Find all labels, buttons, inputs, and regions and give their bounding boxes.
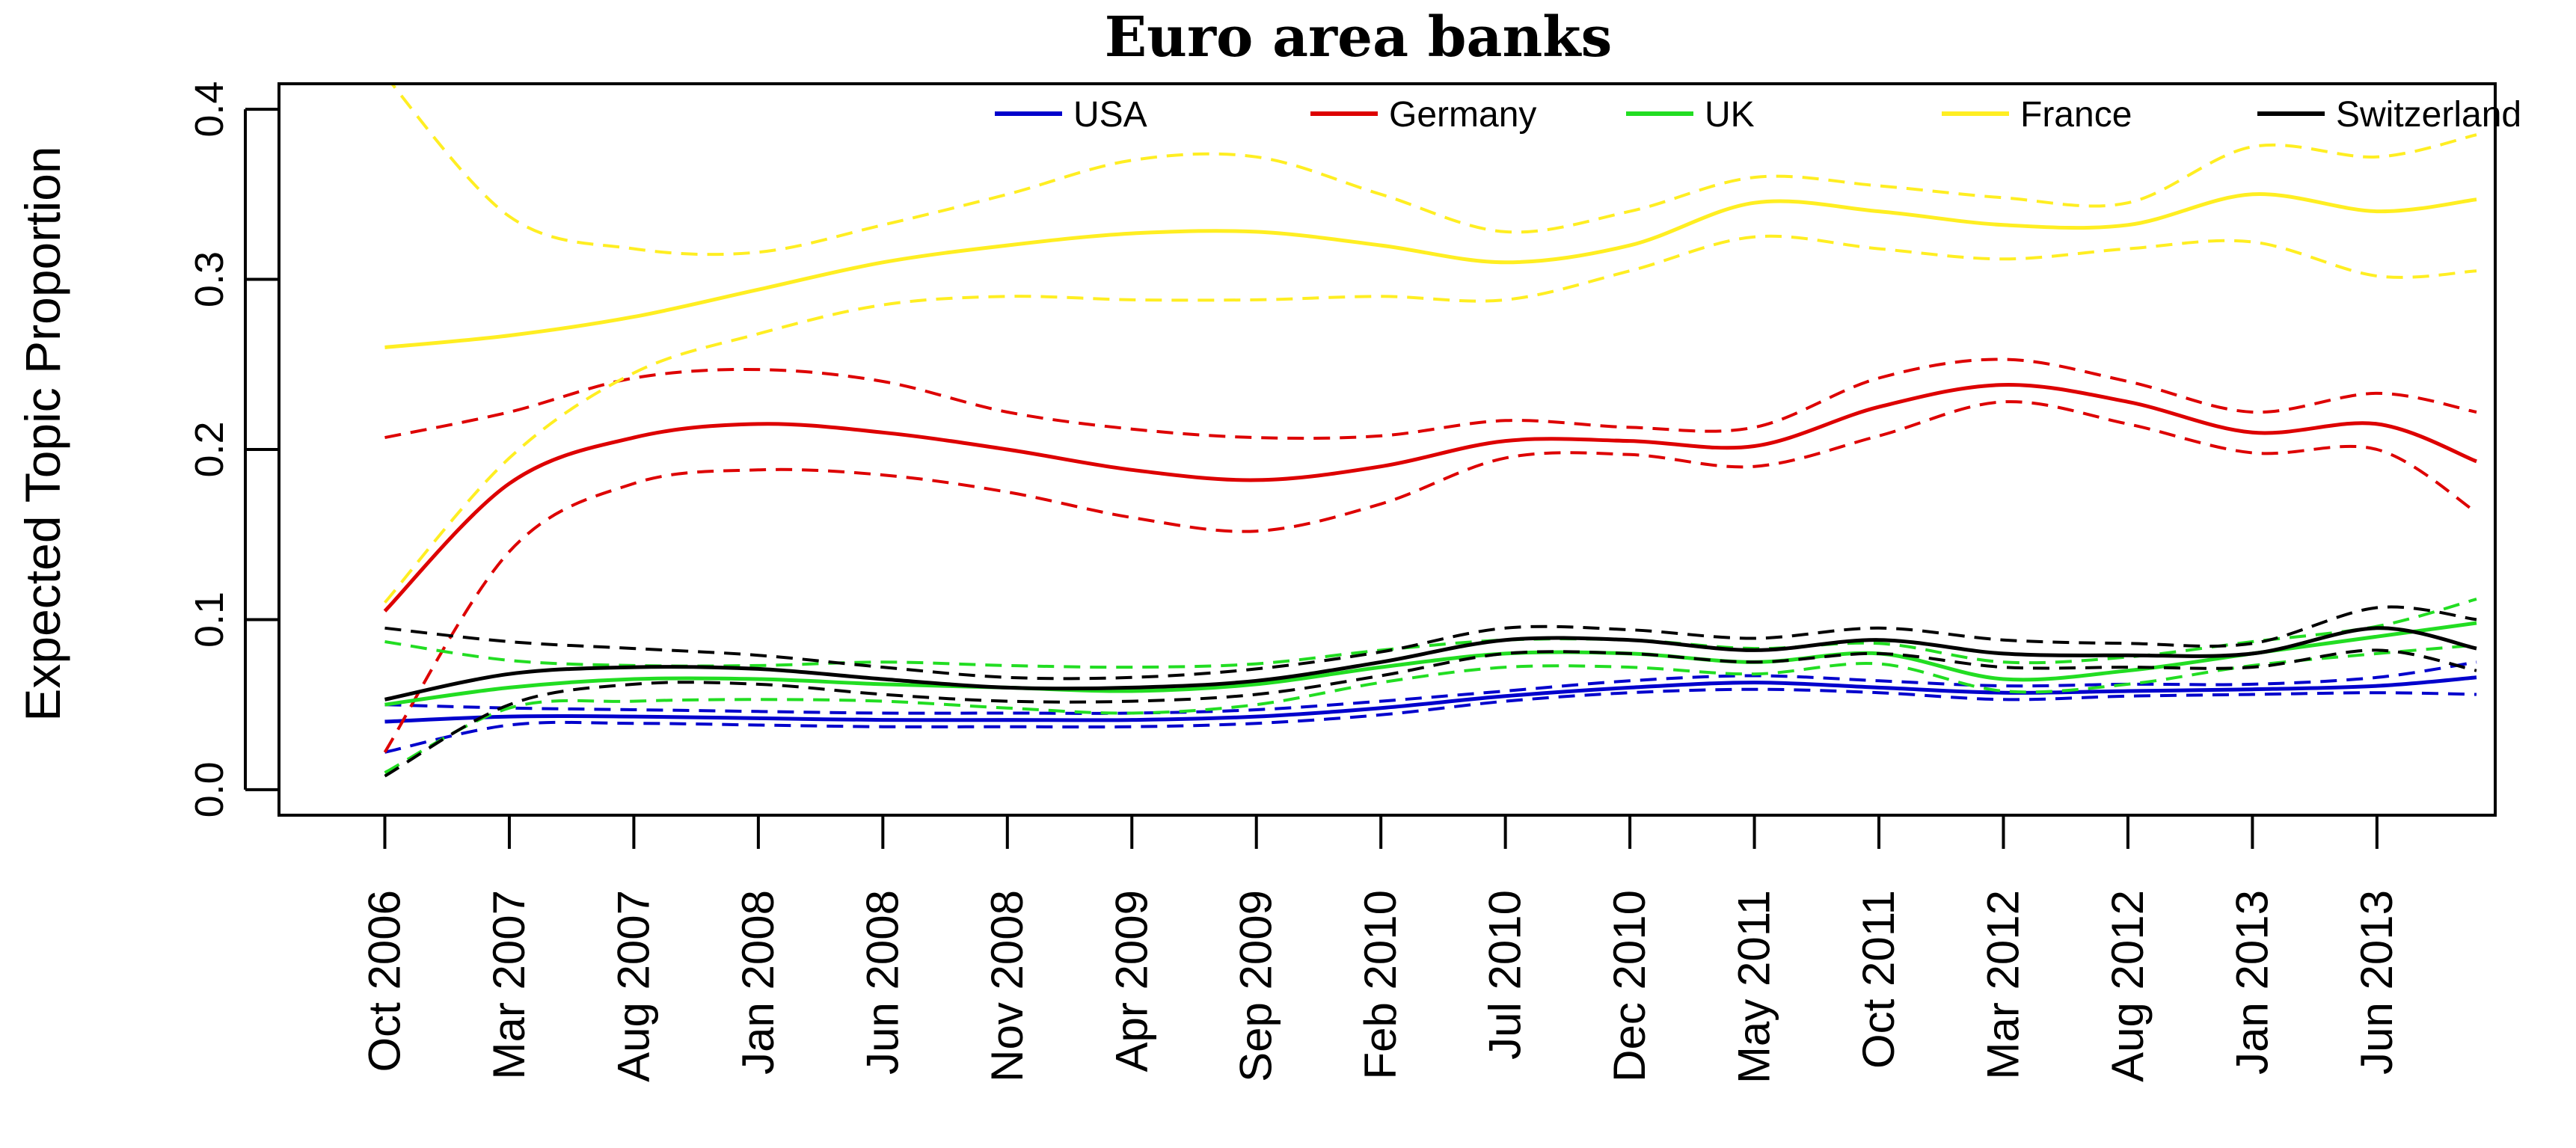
series-uk-upper-line	[384, 598, 2477, 669]
legend-label: Germany	[1389, 95, 1536, 135]
legend-label: UK	[1705, 95, 1755, 135]
plot-frame	[277, 82, 2497, 817]
series-switzerland-upper-line	[384, 605, 2477, 681]
x-tick-label: Oct 2006	[359, 890, 409, 1072]
series-germany-lower-line	[383, 400, 2478, 753]
x-tick-label: Feb 2010	[1355, 890, 1405, 1080]
x-tick-label: Nov 2008	[982, 890, 1032, 1082]
series-usa	[384, 660, 2477, 754]
y-tick-label: 0.3	[187, 251, 232, 307]
legend-label: Switzerland	[2336, 95, 2521, 135]
series-france	[383, 85, 2477, 604]
series-usa-upper-line	[384, 660, 2477, 715]
legend-item-germany: Germany	[1310, 95, 1536, 135]
series-germany-upper-line	[384, 357, 2477, 441]
legend-label: USA	[1073, 95, 1147, 135]
y-tick-label: 0.2	[187, 421, 232, 477]
x-tick-label: Jan 2008	[733, 890, 783, 1075]
y-tick-label: 0.1	[187, 592, 232, 648]
series-usa-lower-line	[384, 687, 2477, 754]
series-france-upper-line	[391, 85, 2477, 257]
series-switzerland-lower-line	[384, 648, 2477, 778]
x-tick-label: Aug 2012	[2103, 890, 2153, 1082]
x-tick-label: Oct 2011	[1853, 890, 1904, 1069]
x-tick-label: Jul 2010	[1480, 890, 1530, 1060]
series-switzerland-mean-line	[384, 626, 2477, 702]
x-tick-label: Jun 2008	[857, 890, 907, 1075]
series-germany	[383, 357, 2478, 753]
legend-item-usa: USA	[995, 95, 1147, 135]
legend-item-uk: UK	[1626, 95, 1755, 135]
series-france-lower-line	[383, 234, 2477, 604]
legend: USA Germany UK France Switzerland	[995, 95, 2521, 135]
x-tick-label: May 2011	[1729, 890, 1779, 1084]
series-germany-mean-line	[383, 383, 2477, 613]
series-france-mean-line	[384, 192, 2477, 349]
x-tick-label: Sep 2009	[1231, 890, 1281, 1082]
series-uk	[384, 598, 2477, 774]
x-tick-label: Aug 2007	[608, 890, 658, 1082]
x-tick-label: Jan 2013	[2227, 890, 2277, 1075]
legend-item-switzerland: Switzerland	[2257, 95, 2521, 135]
chart-title: Euro area banks	[1105, 5, 1612, 70]
y-axis: 0.0 0.1 0.2 0.3 0.4	[187, 82, 279, 817]
series-usa-mean-line	[384, 675, 2477, 724]
series-uk-mean-line	[384, 621, 2477, 707]
y-tick-label: 0.4	[187, 82, 232, 138]
legend-item-france: France	[1942, 95, 2132, 135]
x-tick-label: Mar 2012	[1978, 890, 2028, 1079]
x-tick-label: Dec 2010	[1604, 890, 1655, 1082]
series-layer	[383, 85, 2478, 778]
legend-label: France	[2020, 95, 2132, 135]
y-tick-label: 0.0	[187, 761, 232, 817]
x-tick-label: Apr 2009	[1106, 890, 1156, 1072]
series-switzerland	[384, 605, 2477, 778]
series-uk-lower-line	[384, 643, 2477, 774]
x-tick-label: Mar 2007	[484, 890, 534, 1079]
x-axis: Oct 2006 Mar 2007 Aug 2007 Jan 2008 Jun 2008…	[359, 815, 2402, 1084]
x-tick-label: Jun 2013	[2352, 890, 2402, 1075]
y-axis-label: Expected Topic Proportion	[15, 146, 70, 721]
